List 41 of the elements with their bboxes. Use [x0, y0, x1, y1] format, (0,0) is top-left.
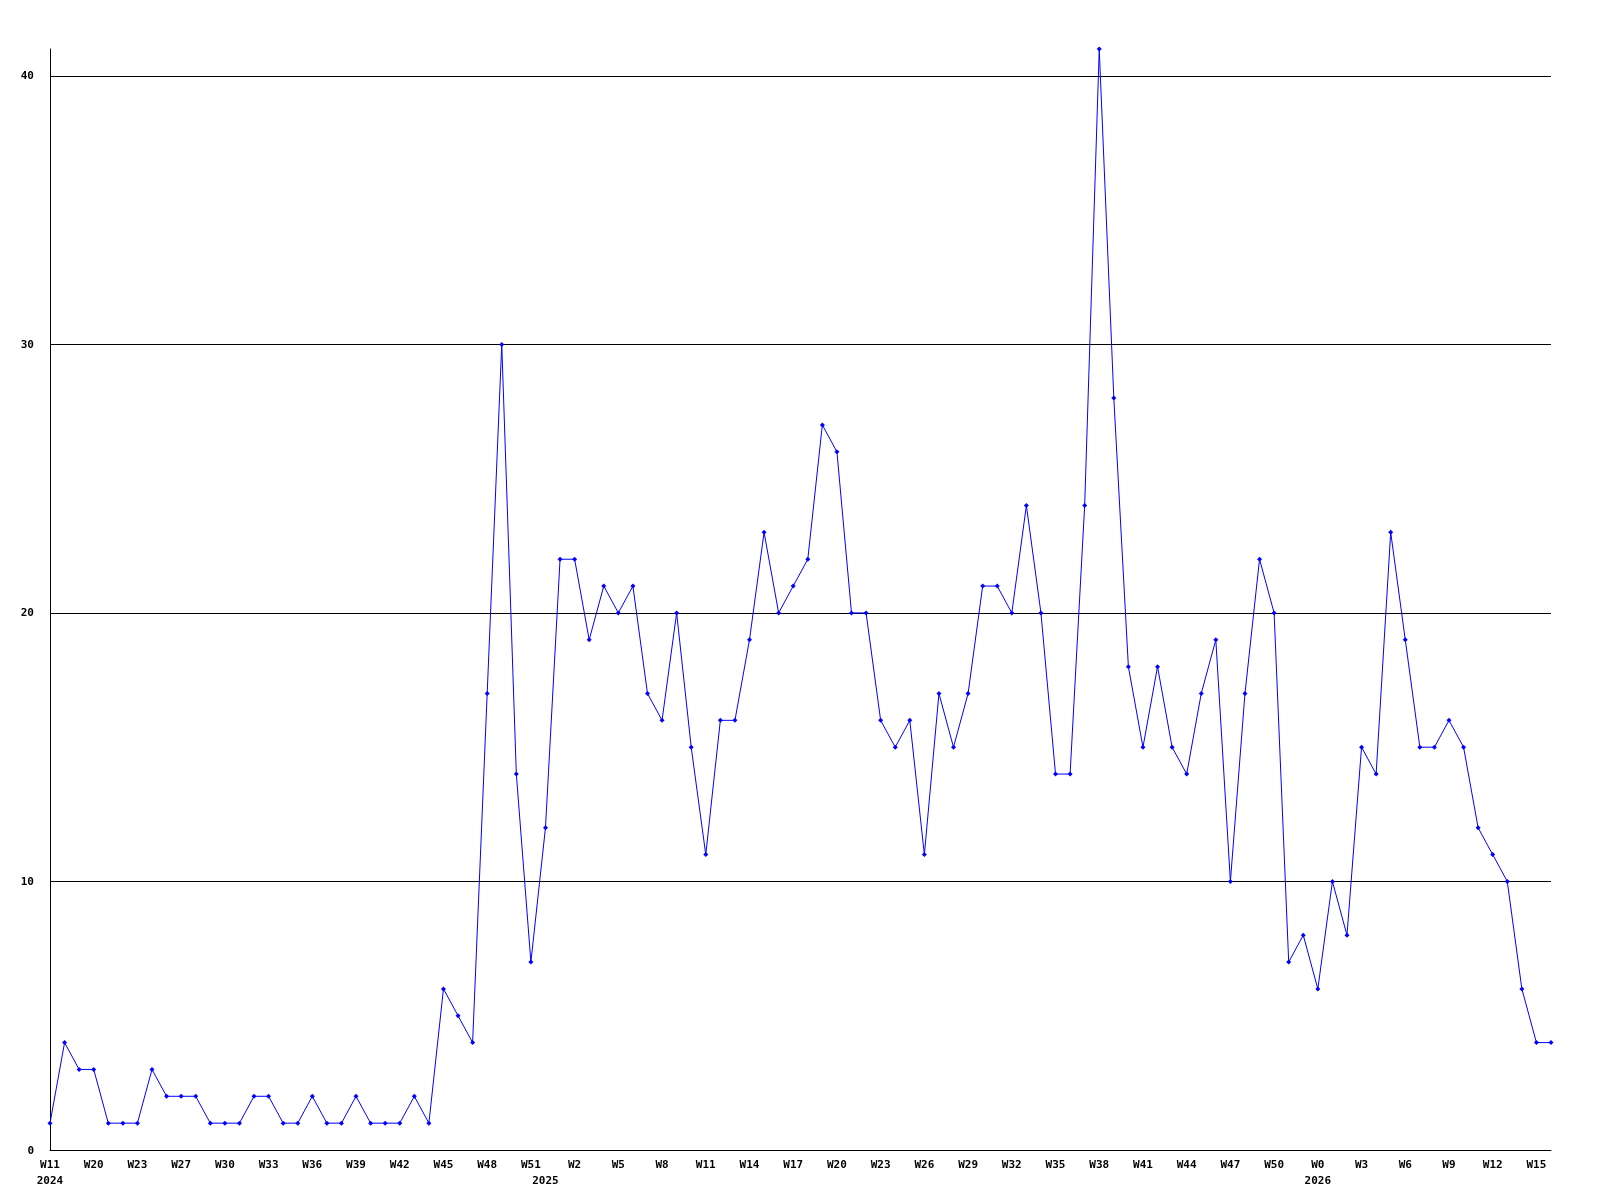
x-tick-label: W30 [214, 1157, 235, 1171]
y-tick-label: 10 [20, 874, 34, 888]
x-tick-label: W11 [695, 1157, 717, 1171]
x-tick-label: W12 [1482, 1157, 1503, 1171]
x-tick-label: W20 [83, 1157, 104, 1171]
x-tick-label: W51 [520, 1157, 542, 1171]
x-tick-label: W50 [1264, 1157, 1285, 1171]
x-tick-label: W3 [1354, 1157, 1369, 1171]
x-tick-label: W14 [739, 1157, 760, 1171]
x-tick-label: W20 [826, 1157, 847, 1171]
x-tick-label: W35 [1045, 1157, 1066, 1171]
y-tick-label: 40 [20, 69, 34, 83]
x-tick-label: W38 [1089, 1157, 1110, 1171]
x-tick-label: W47 [1220, 1157, 1241, 1171]
x-tick-label: W26 [914, 1157, 935, 1171]
y-tick-label: 0 [27, 1143, 34, 1157]
x-tick-label: W17 [783, 1157, 804, 1171]
x-tick-label: W45 [433, 1157, 454, 1171]
x-tick-label: W29 [958, 1157, 979, 1171]
x-tick-label: W39 [346, 1157, 366, 1171]
y-tick-label: 30 [20, 337, 34, 351]
x-tick-label: W23 [127, 1157, 148, 1171]
x-tick-label: W41 [1133, 1157, 1154, 1171]
x-tick-label: W15 [1526, 1157, 1547, 1171]
x-tick-label: 2025 [532, 1173, 559, 1187]
x-tick-label: W9 [1442, 1157, 1456, 1171]
x-tick-label: W23 [870, 1157, 891, 1171]
x-tick-label: W11 2024 [36, 1157, 64, 1187]
x-tick-label: W36 [302, 1157, 323, 1171]
x-tick-label: W27 [171, 1157, 192, 1171]
x-tick-label: W8 [655, 1157, 669, 1171]
x-tick-label: W2 [568, 1157, 582, 1171]
x-tick-label: W6 [1398, 1157, 1413, 1171]
x-tick-label: W33 [258, 1157, 279, 1171]
x-tick-label: W42 [389, 1157, 410, 1171]
x-tick-label: W32 [1001, 1157, 1022, 1171]
y-tick-label: 20 [20, 606, 34, 620]
x-tick-label: W5 [611, 1157, 625, 1171]
x-tick-label: W0 2026 [1304, 1157, 1332, 1187]
x-tick-label: W44 [1176, 1157, 1197, 1171]
x-tick-label: W48 [477, 1157, 498, 1171]
